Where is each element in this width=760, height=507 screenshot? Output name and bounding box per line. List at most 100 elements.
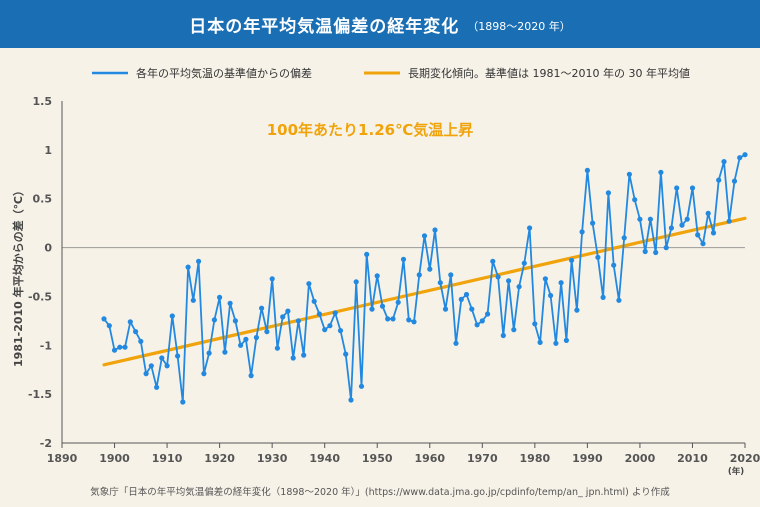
data-point-1963: [442, 306, 449, 312]
y-tick-label-2: 0.5: [33, 193, 53, 206]
x-tick-label-11: 2000: [625, 452, 656, 465]
data-point-1920: [217, 294, 223, 300]
data-point-1982: [542, 276, 549, 282]
data-point-1902: [122, 344, 128, 350]
x-tick-label-10: 1990: [572, 452, 603, 465]
data-point-1951: [379, 303, 386, 309]
data-point-1975: [506, 278, 512, 284]
data-point-1906: [143, 371, 149, 377]
data-point-1913: [180, 399, 186, 405]
data-point-1957: [411, 319, 417, 325]
data-point-1989: [579, 229, 585, 235]
data-point-1934: [290, 355, 296, 361]
x-tick-label-9: 1980: [520, 452, 551, 465]
data-point-1904: [133, 329, 139, 335]
data-point-1995: [611, 262, 617, 268]
data-point-1987: [569, 257, 575, 263]
data-point-2012: [700, 241, 706, 247]
data-point-2007: [674, 185, 680, 191]
data-point-1935: [295, 318, 301, 324]
data-point-1976: [511, 327, 517, 333]
y-tick-label-6: -1.5: [28, 388, 52, 401]
data-point-1948: [364, 251, 370, 257]
anomaly-series: [101, 152, 748, 405]
data-point-1914: [185, 264, 191, 270]
data-point-1938: [311, 298, 317, 304]
data-point-1946: [353, 279, 359, 285]
x-tick-label-4: 1930: [257, 452, 288, 465]
data-point-2001: [642, 248, 648, 255]
data-point-1943: [337, 328, 344, 334]
data-point-2005: [663, 245, 669, 251]
data-point-1953: [390, 316, 396, 322]
x-tick-labels: 1890 1900 1910 1920 1930 1940 1950 1960 1970 1980…: [47, 452, 760, 465]
legend: 各年の平均気温の基準値からの偏差 長期変化傾向。基準値は 1981〜2010 年…: [92, 66, 690, 80]
data-point-2019: [737, 155, 743, 161]
data-point-1966: [458, 296, 464, 302]
data-point-1942: [332, 310, 338, 316]
data-point-1949: [369, 306, 375, 312]
data-point-1928: [259, 305, 265, 311]
data-point-1939: [316, 311, 322, 317]
data-point-1988: [574, 307, 580, 313]
data-point-1929: [264, 329, 270, 335]
data-point-1969: [474, 322, 480, 328]
y-tick-label-1: 1: [44, 144, 52, 157]
data-point-1922: [227, 300, 233, 306]
data-point-1905: [138, 338, 144, 344]
data-point-1933: [285, 308, 291, 314]
data-point-1944: [343, 351, 349, 357]
data-point-1927: [253, 334, 259, 341]
data-point-1986: [563, 337, 570, 343]
data-point-1941: [327, 323, 333, 329]
data-point-2016: [721, 159, 727, 165]
data-point-1917: [201, 371, 207, 377]
data-point-1965: [453, 340, 459, 346]
data-point-1924: [238, 342, 244, 348]
data-point-1958: [416, 272, 422, 278]
data-point-1990: [584, 167, 591, 173]
data-point-2006: [668, 225, 675, 231]
data-point-1959: [421, 233, 428, 239]
data-point-1918: [206, 350, 212, 356]
data-point-1909: [159, 355, 165, 361]
y-tick-label-5: -1: [40, 339, 52, 352]
x-tick-label-5: 1940: [309, 452, 340, 465]
data-point-2010: [689, 185, 696, 191]
data-point-1961: [432, 227, 438, 233]
data-point-1950: [374, 273, 380, 279]
data-point-2020: [742, 152, 748, 158]
data-point-1932: [280, 314, 286, 320]
data-point-1956: [406, 317, 412, 323]
data-point-1992: [595, 254, 601, 260]
data-point-1998: [626, 171, 633, 177]
chart: 各年の平均気温の基準値からの偏差 長期変化傾向。基準値は 1981〜2010 年…: [11, 66, 760, 477]
data-point-1936: [301, 352, 307, 358]
data-point-1962: [437, 280, 443, 286]
x-tick-label-12: 2010: [677, 452, 708, 465]
x-tick-label-8: 1970: [467, 452, 498, 465]
data-point-1999: [632, 197, 638, 203]
data-point-1980: [532, 321, 538, 327]
data-point-1901: [117, 344, 123, 350]
data-point-1981: [537, 339, 543, 345]
data-point-1973: [495, 274, 501, 280]
data-point-1899: [106, 323, 112, 329]
data-point-1964: [448, 272, 454, 278]
data-point-1991: [590, 220, 596, 226]
data-point-1952: [385, 316, 391, 322]
chart-subtitle: （1898〜2020 年）: [467, 19, 571, 33]
data-point-2013: [705, 210, 711, 216]
data-point-1930: [269, 276, 275, 282]
data-point-1967: [463, 291, 470, 298]
trend-annotation: 100年あたり1.26℃気温上昇: [267, 121, 474, 139]
data-point-1985: [558, 280, 564, 286]
data-point-1979: [527, 225, 533, 231]
data-point-2014: [710, 230, 717, 236]
data-point-2018: [731, 178, 738, 184]
data-point-1926: [248, 373, 254, 379]
anomaly-line: [103, 153, 746, 403]
data-point-2015: [716, 177, 722, 183]
data-point-1984: [553, 340, 559, 346]
data-point-2003: [653, 249, 659, 256]
